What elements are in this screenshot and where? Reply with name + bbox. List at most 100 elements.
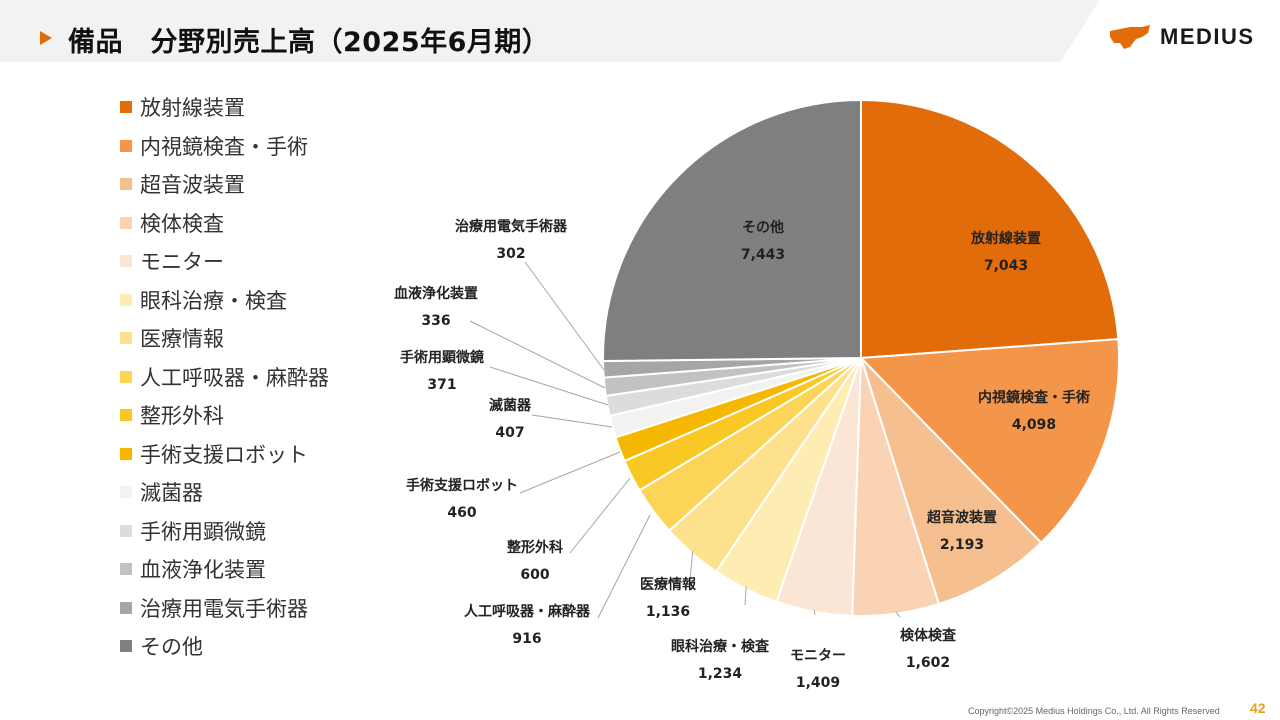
legend-swatch (120, 332, 132, 345)
legend-item: 血液浄化装置 (120, 550, 370, 589)
company-logo: MEDIUS (1108, 24, 1255, 50)
leader-line (597, 514, 651, 619)
leader-line (744, 586, 747, 606)
legend-item: 超音波装置 (120, 165, 370, 204)
slice-value-label: 4,098 (1012, 417, 1056, 433)
legend-item: 治療用電気手術器 (120, 589, 370, 628)
header-background (0, 0, 1100, 62)
legend-swatch (120, 640, 132, 653)
legend-swatch (120, 601, 132, 614)
legend-label: 滅菌器 (140, 481, 203, 506)
leader-line (689, 550, 694, 581)
leader-line (895, 611, 901, 618)
legend-item: モニター (120, 242, 370, 281)
legend-item: 人工呼吸器・麻酔器 (120, 358, 370, 397)
copyright-text: Copyright©2025 Medius Holdings Co., Ltd.… (968, 706, 1220, 716)
legend-label: 医療情報 (140, 327, 224, 352)
legend-item: その他 (120, 627, 370, 666)
pie-slice (860, 357, 1043, 606)
slice-category-label: 整形外科 (506, 539, 563, 556)
logo-mark-icon (1110, 25, 1150, 49)
leader-line (469, 320, 606, 389)
leader-line (569, 477, 631, 554)
slice-value-label: 600 (520, 567, 549, 583)
slice-category-label: 内視鏡検査・手術 (978, 389, 1090, 406)
leader-line (489, 366, 609, 406)
legend-item: 手術支援ロボット (120, 435, 370, 474)
slice-category-label: 手術用顕微鏡 (400, 349, 484, 366)
legend-swatch (120, 447, 132, 460)
legend-swatch (120, 486, 132, 499)
legend-item: 放射線装置 (120, 88, 370, 127)
header-band (0, 0, 1280, 62)
leader-line (531, 414, 613, 428)
legend-label: 眼科治療・検査 (140, 288, 287, 313)
slice-category-label: 滅菌器 (489, 397, 532, 414)
slice-category-label: 検体検査 (900, 627, 957, 644)
legend-label: 放射線装置 (140, 96, 245, 121)
legend-item: 手術用顕微鏡 (120, 512, 370, 551)
legend-label: 治療用電気手術器 (140, 596, 308, 621)
legend-label: モニター (140, 250, 224, 275)
legend-label: 内視鏡検査・手術 (140, 134, 308, 159)
slice-value-label: 916 (512, 631, 541, 647)
leader-line (813, 609, 816, 616)
legend-swatch (120, 101, 132, 114)
slice-category-label: 放射線装置 (970, 230, 1041, 247)
slice-value-label: 302 (496, 246, 525, 262)
slice-category-label: 治療用電気手術器 (455, 218, 568, 235)
legend-swatch (120, 563, 132, 576)
legend-swatch (120, 370, 132, 383)
chart-legend: 放射線装置内視鏡検査・手術 超音波装置検体検査モニター眼科治療・検査 医療情報人工呼… (120, 88, 370, 666)
page-title: 備品 分野別売上高（2025年6月期） (68, 27, 550, 58)
legend-swatch (120, 178, 132, 191)
slice-value-label: 336 (421, 313, 450, 329)
legend-item: 内視鏡検査・手術 (120, 127, 370, 166)
slice-category-label: 超音波装置 (926, 509, 997, 526)
leader-line (524, 261, 605, 371)
slice-value-label: 2,193 (940, 537, 984, 553)
legend-item: 整形外科 (120, 396, 370, 435)
slice-category-label: 人工呼吸器・麻酔器 (464, 603, 591, 620)
slice-category-label: 血液浄化装置 (394, 285, 478, 302)
pie-slice (860, 98, 1120, 360)
slice-category-label: 手術支援ロボット (406, 477, 518, 494)
slice-value-label: 7,443 (741, 247, 785, 263)
slice-value-label: 1,409 (796, 675, 840, 691)
slice-value-label: 407 (495, 425, 524, 441)
legend-swatch (120, 524, 132, 537)
slice-value-label: 1,136 (646, 604, 690, 620)
page-number: 42 (1250, 700, 1266, 716)
slice-category-label: 眼科治療・検査 (671, 638, 770, 655)
logo-text: MEDIUS (1160, 24, 1255, 49)
legend-item: 滅菌器 (120, 473, 370, 512)
legend-swatch (120, 216, 132, 229)
legend-swatch (120, 293, 132, 306)
legend-item: 検体検査 (120, 204, 370, 243)
legend-label: その他 (140, 635, 203, 660)
slice-value-label: 371 (427, 377, 456, 393)
legend-label: 手術支援ロボット (140, 442, 308, 467)
legend-swatch (120, 409, 132, 422)
slice-value-label: 460 (447, 505, 476, 521)
legend-label: 人工呼吸器・麻酔器 (140, 365, 329, 390)
legend-item: 医療情報 (120, 319, 370, 358)
slice-category-label: 医療情報 (640, 576, 697, 593)
slice-value-label: 7,043 (984, 258, 1028, 274)
slice-category-label: その他 (742, 219, 784, 236)
pie-slice (858, 338, 1120, 545)
legend-label: 手術用顕微鏡 (140, 519, 266, 544)
pie-slice (602, 98, 862, 363)
legend-swatch (120, 139, 132, 152)
slice-value-label: 1,234 (698, 666, 743, 682)
legend-swatch (120, 255, 132, 268)
legend-item: 眼科治療・検査 (120, 281, 370, 320)
legend-label: 血液浄化装置 (140, 558, 266, 583)
slice-category-label: モニター (790, 648, 846, 664)
slice-value-label: 1,602 (906, 655, 950, 671)
leader-line (519, 451, 621, 494)
legend-label: 検体検査 (140, 211, 224, 236)
legend-label: 超音波装置 (140, 173, 245, 198)
title-marker-icon (40, 31, 52, 45)
